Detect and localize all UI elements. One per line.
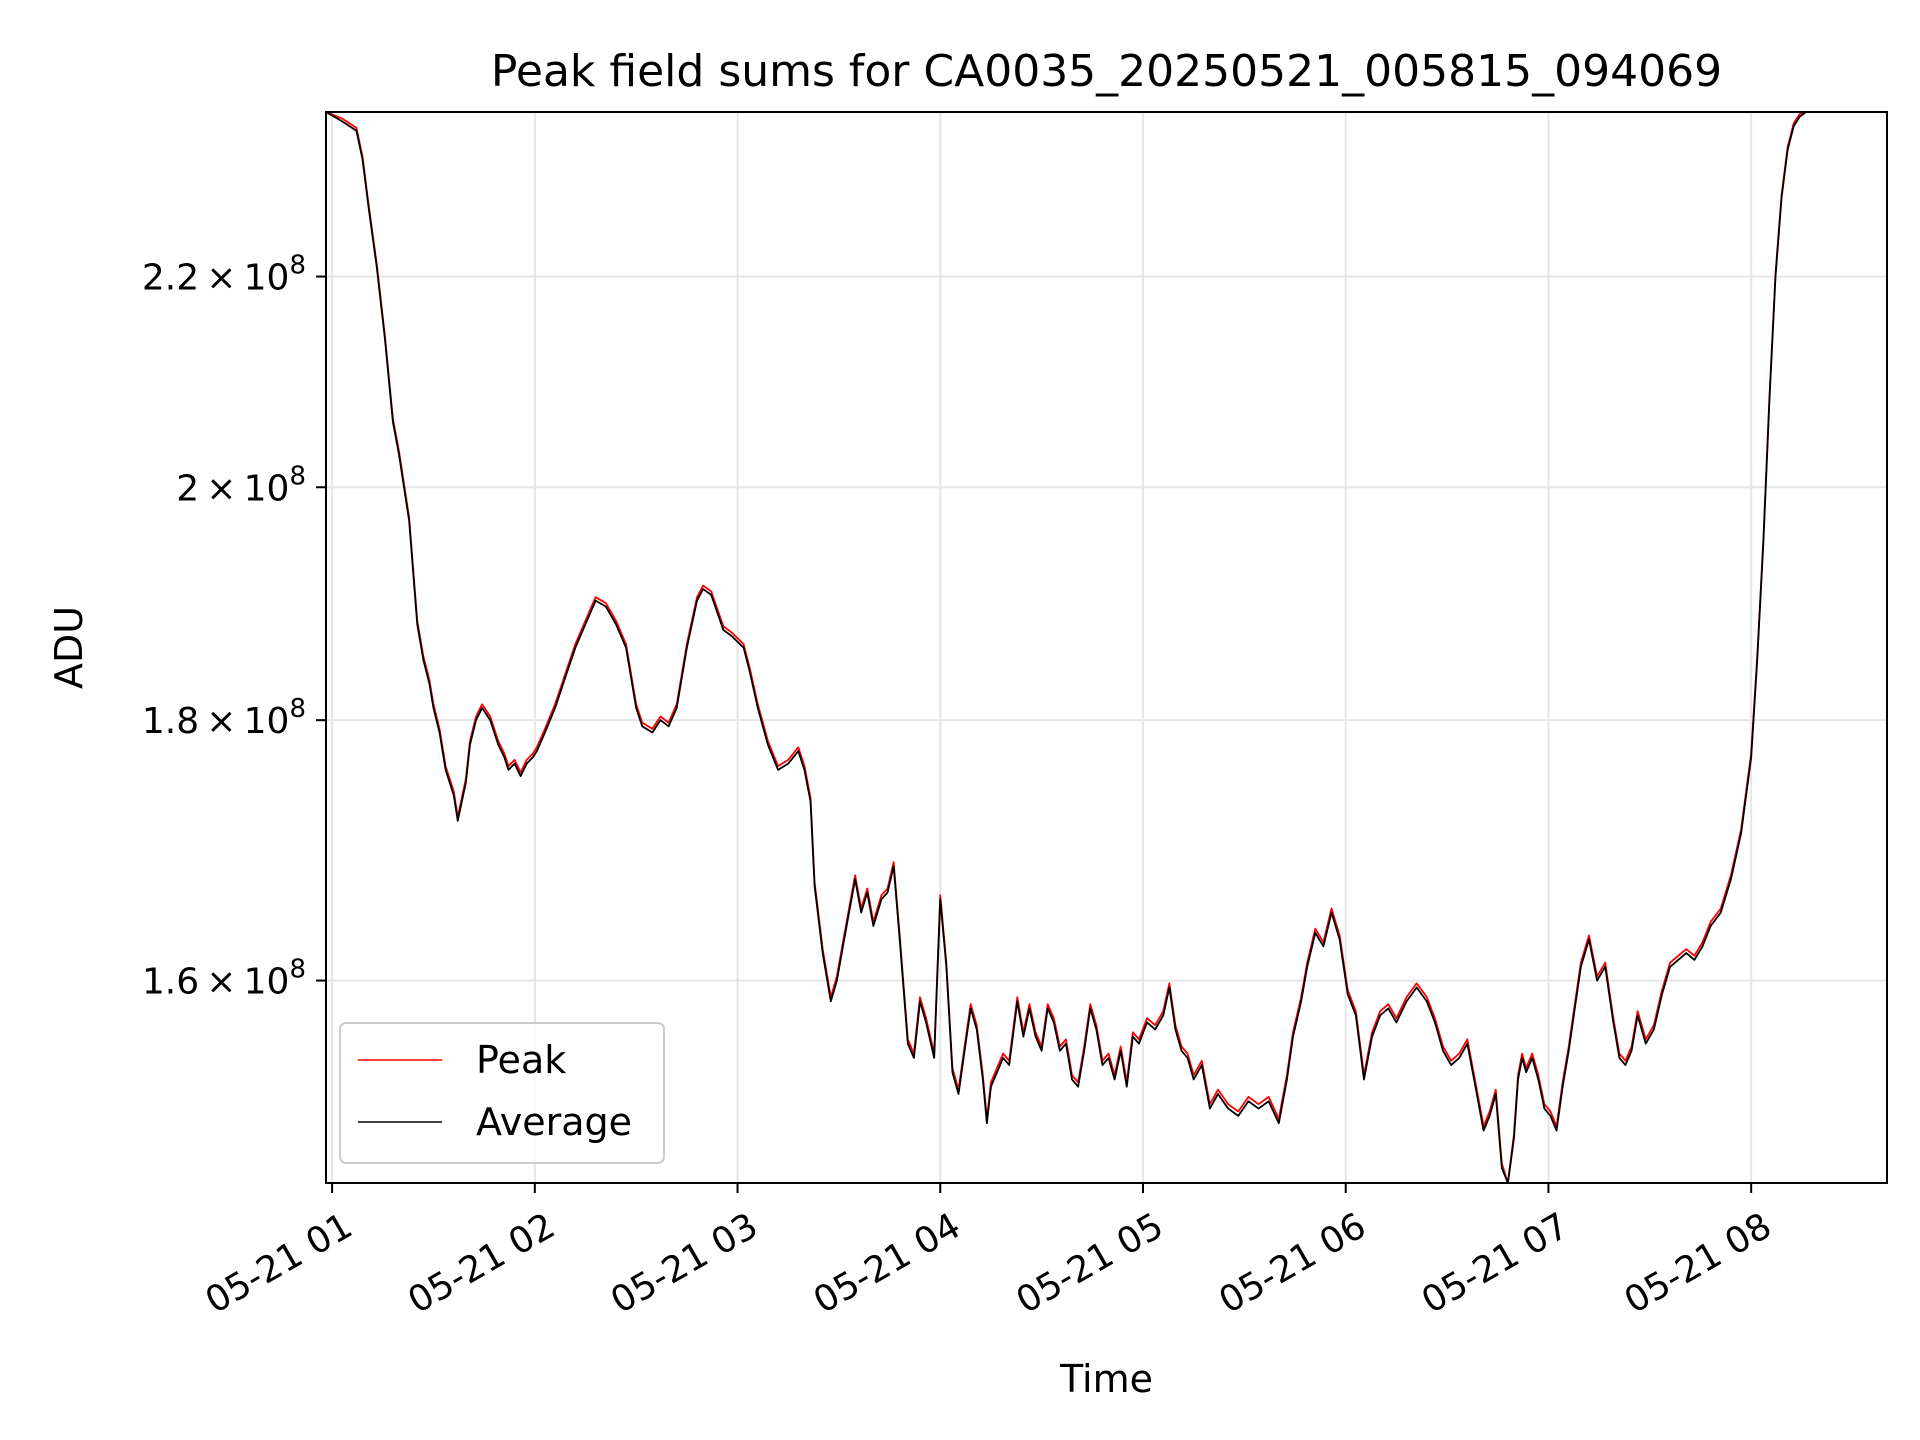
y-tick-label: 2.2 × 108 bbox=[142, 251, 306, 299]
series-line-average bbox=[325, 111, 1807, 1184]
y-tick-label: 1.8 × 108 bbox=[142, 694, 306, 742]
y-axis-label: ADU bbox=[47, 606, 91, 689]
series-lines bbox=[325, 111, 1807, 1184]
y-tick-label: 1.6 × 108 bbox=[142, 955, 306, 1003]
y-tick-label: 2 × 108 bbox=[176, 461, 306, 509]
plot-frame bbox=[325, 111, 1888, 1184]
x-axis-label: Time bbox=[1059, 1357, 1153, 1401]
grid bbox=[326, 112, 1887, 1183]
legend-box bbox=[339, 1022, 665, 1164]
chart-title: Peak field sums for CA0035_20250521_0058… bbox=[491, 46, 1722, 97]
legend: Peak Average bbox=[339, 1022, 665, 1164]
legend-label-average: Average bbox=[476, 1100, 632, 1144]
legend-label-peak: Peak bbox=[476, 1038, 566, 1082]
